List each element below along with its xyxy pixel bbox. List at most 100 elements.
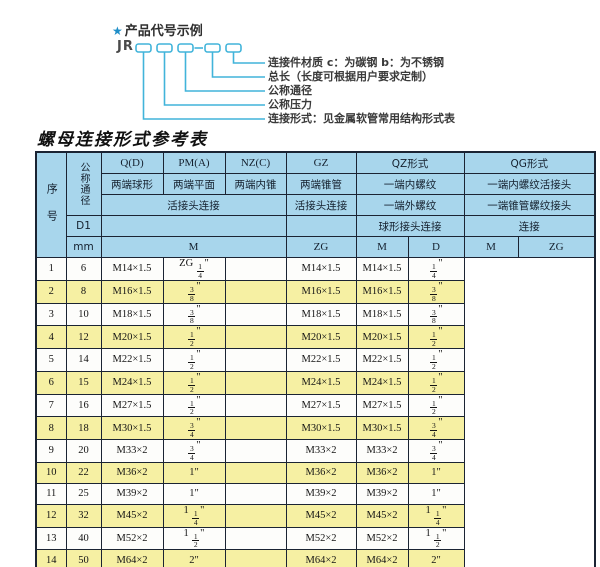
- table-title: 螺母连接形式参考表: [37, 130, 208, 150]
- cell-qg_m: M39×2: [355, 482, 409, 505]
- diagram-title-text: 产品代号示例: [124, 24, 203, 39]
- cell-seq: 1: [35, 257, 67, 281]
- cell-qg_m: M16×1.5: [355, 279, 409, 304]
- cell-qz_d: M24×1.5: [285, 370, 357, 395]
- cell-qz_d: M64×2: [285, 549, 357, 567]
- cell-dn: 8: [65, 279, 102, 304]
- cell-seq: 10: [35, 461, 67, 484]
- cell-m: M20×1.5: [100, 325, 164, 349]
- header-union-conn: 活接头连接: [100, 194, 287, 216]
- cell-seq: 11: [35, 482, 67, 505]
- header-nz-desc: 两端内锥: [224, 173, 287, 195]
- cell-seq: 3: [35, 302, 67, 327]
- cell-qz_d: M22×1.5: [285, 348, 357, 372]
- table-row: 4 12 M20×1.5 1 2 " M20×1.5 M20×1.5 1 2 ": [35, 325, 595, 349]
- header-qz-desc2: 一端外螺纹: [355, 194, 465, 216]
- table-row: 6 15 M24×1.5 1 2 " M24×1.5 M24×1.5 1 2 ": [35, 370, 595, 395]
- cell-qz_m: [224, 348, 287, 372]
- cell-qz_m: [224, 279, 287, 304]
- header-qz-title: QZ形式: [355, 151, 465, 174]
- cell-gz: ZG 1 4 ": [162, 257, 226, 281]
- table-row: 14 50 M64×2 2" M64×2 M64×2 2": [35, 549, 595, 567]
- cell-qg_m: M20×1.5: [355, 325, 409, 349]
- header-qg-desc2: 一端锥管螺纹接头: [463, 194, 596, 216]
- cell-dn: 16: [65, 393, 102, 418]
- cell-gz: 1 1 4 ": [162, 503, 226, 528]
- cell-dn: 14: [65, 348, 102, 372]
- cell-qg_zg: 1 2 ": [407, 348, 465, 372]
- cell-qz_m: [224, 370, 287, 395]
- cell-qz_d: M16×1.5: [285, 279, 357, 304]
- cell-dn: 12: [65, 325, 102, 349]
- header-d1: D1: [65, 215, 102, 237]
- connector-line: [184, 52, 265, 92]
- code-label-diameter: 公称通径: [268, 84, 312, 97]
- connector-line: [211, 52, 265, 78]
- cell-m: M39×2: [100, 482, 164, 505]
- cell-qg_zg: 3 8 ": [407, 302, 465, 327]
- cell-qg_zg: 1 4 ": [407, 257, 465, 281]
- cell-seq: 9: [35, 439, 67, 463]
- cell-qg_m: M24×1.5: [355, 370, 409, 395]
- cell-m: M16×1.5: [100, 279, 164, 304]
- cell-gz: 3 8 ": [162, 302, 226, 327]
- table-row: 9 20 M33×2 3 4 " M33×2 M33×2 3 4 ": [35, 439, 595, 463]
- cell-gz: 3 8 ": [162, 279, 226, 304]
- code-box: [177, 43, 194, 53]
- header-mm: mm: [65, 236, 102, 258]
- header-qz-desc3: 球形接头连接: [355, 215, 465, 237]
- cell-dn: 32: [65, 503, 102, 528]
- header-unit-d: D: [407, 236, 465, 258]
- cell-dn: 6: [65, 257, 102, 281]
- table-row: 2 8 M16×1.5 3 8 " M16×1.5 M16×1.5 3 8 ": [35, 279, 595, 304]
- cell-qz_d: M18×1.5: [285, 302, 357, 327]
- cell-qz_m: [224, 503, 287, 528]
- cell-seq: 6: [35, 370, 67, 395]
- table-row: 8 18 M30×1.5 3 4 " M30×1.5 M30×1.5 3 4 ": [35, 416, 595, 440]
- cell-m: M45×2: [100, 503, 164, 528]
- cell-qz_d: M52×2: [285, 526, 357, 551]
- cell-qz_m: [224, 393, 287, 418]
- header-qg-desc3: 连接: [463, 215, 596, 237]
- nut-connection-reference-table: 序号 公称通径 Q(D) PM(A) NZ(C) GZ QZ形式 QG形式 两端…: [35, 151, 596, 567]
- code-box: [135, 43, 152, 53]
- code-box: [204, 43, 221, 53]
- table-row: 3 10 M18×1.5 3 8 " M18×1.5 M18×1.5 3 8 ": [35, 302, 595, 327]
- cell-qg_zg: 3 8 ": [407, 279, 465, 304]
- cell-dn: 22: [65, 461, 102, 484]
- star-icon: ★: [112, 24, 123, 38]
- cell-qg_m: M45×2: [355, 503, 409, 528]
- cell-qg_zg: 1 2 ": [407, 370, 465, 395]
- table-header: 序号 公称通径 Q(D) PM(A) NZ(C) GZ QZ形式 QG形式 两端…: [35, 151, 596, 258]
- header-code-nz: NZ(C): [224, 151, 287, 174]
- code-box: [225, 43, 242, 53]
- cell-m: M14×1.5: [100, 257, 164, 281]
- header-code-q: Q(D): [100, 151, 164, 174]
- cell-qz_m: [224, 439, 287, 463]
- cell-qg_m: M18×1.5: [355, 302, 409, 327]
- header-q-desc: 两端球形: [100, 173, 164, 195]
- header-unit-m1: M: [100, 236, 287, 258]
- cell-qz_m: [224, 302, 287, 327]
- cell-gz: 1 2 ": [162, 370, 226, 395]
- cell-qz_d: M45×2: [285, 503, 357, 528]
- cell-qg_m: M36×2: [355, 461, 409, 484]
- code-label-length: 总长（长度可根据用户要求定制）: [268, 70, 433, 83]
- cell-qg_m: M22×1.5: [355, 348, 409, 372]
- header-seq: 序号: [35, 151, 67, 258]
- cell-m: M18×1.5: [100, 302, 164, 327]
- table-body: 1 6 M14×1.5 ZG 1 4 " M14×1.5 M14×1.5 1 4 " 2 8 M16×1.…: [35, 257, 595, 567]
- cell-qz_m: [224, 325, 287, 349]
- cell-gz: 1 1 2 ": [162, 526, 226, 551]
